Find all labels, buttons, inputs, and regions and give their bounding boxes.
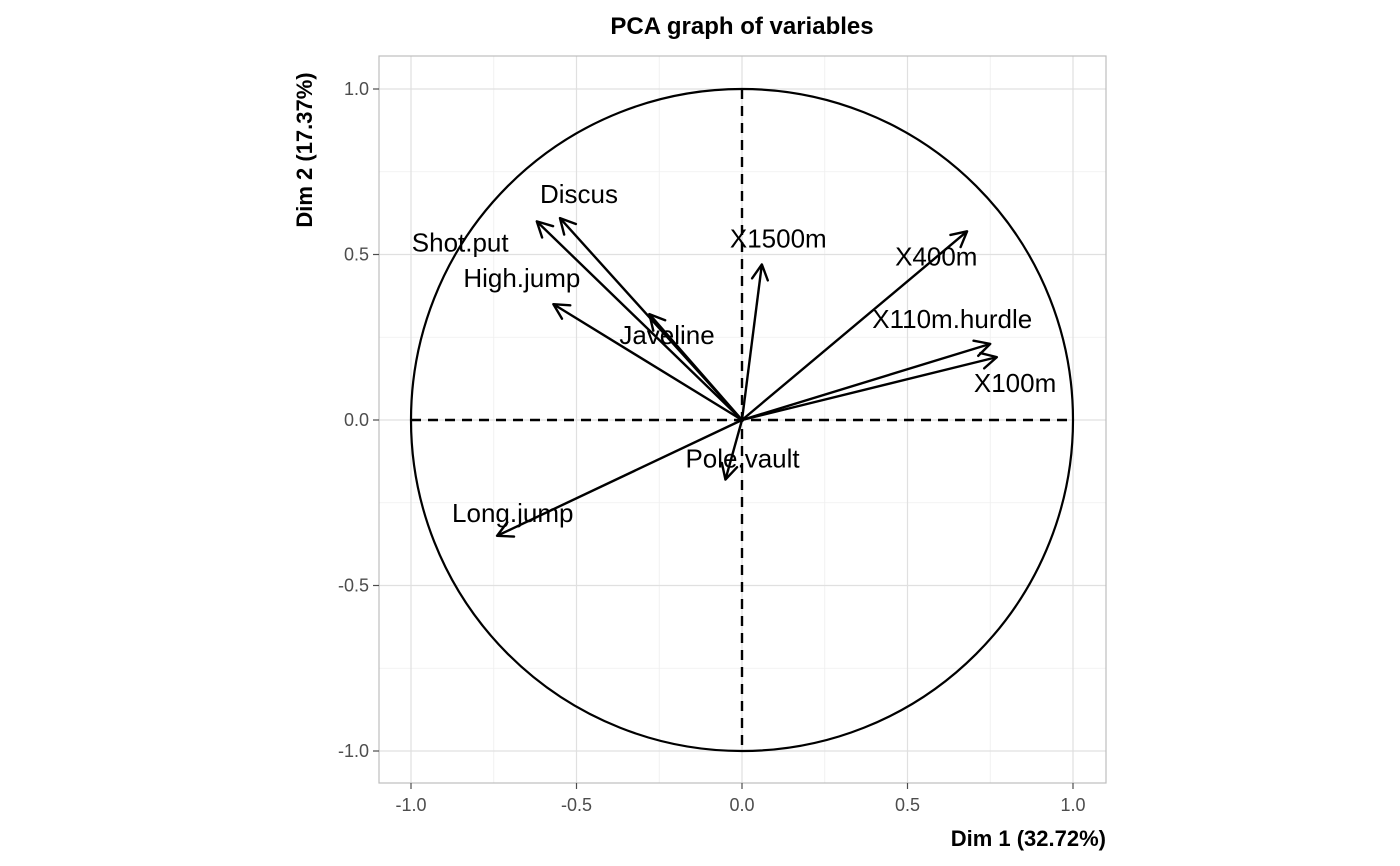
- arrow-x100m: X100m: [741, 351, 1056, 422]
- arrow-shaft: [741, 342, 991, 422]
- y-tick-label: -0.5: [338, 576, 369, 596]
- variable-label-x110m-hurdle: X110m.hurdle: [872, 304, 1032, 334]
- arrow-pole-vault: Pole.vault: [685, 419, 800, 481]
- axis-ticks: -1.0 -0.5 0.0 0.5 1.0 -1.0 -0.5 0.0 0.5 1.0: [338, 79, 1086, 815]
- variable-label-long-jump: Long.jump: [452, 498, 573, 528]
- arrow-head: [648, 312, 667, 332]
- variable-label-x100m: X100m: [974, 368, 1056, 398]
- arrow-shaft: [535, 220, 743, 421]
- arrow-head: [972, 339, 992, 358]
- y-tick-label: 0.0: [344, 410, 369, 430]
- arrow-long-jump: Long.jump: [452, 418, 743, 538]
- chart-title: PCA graph of variables: [610, 13, 873, 40]
- arrow-shaft: [648, 313, 743, 421]
- arrow-head: [495, 521, 516, 538]
- arrow-x400m: X400m: [741, 230, 977, 421]
- plot-marks: X100m Long.jump Shot.put High.jump X400m X110…: [409, 87, 1075, 753]
- variable-label-shot-put: Shot.put: [412, 227, 510, 257]
- arrow-shaft: [496, 418, 743, 537]
- arrow-head: [558, 216, 578, 236]
- arrow-shaft: [741, 355, 998, 422]
- arrow-x1500m: X1500m: [730, 223, 827, 421]
- arrow-javeline: Javeline: [619, 312, 743, 421]
- arrow-head: [720, 461, 739, 481]
- arrow-shaft: [552, 303, 743, 422]
- arrow-head: [750, 263, 769, 282]
- arrow-shaft: [741, 230, 968, 421]
- variable-label-x1500m: X1500m: [730, 223, 827, 253]
- x-tick-label: 1.0: [1060, 795, 1085, 815]
- y-axis-title: Dim 2 (17.37%): [292, 72, 317, 227]
- x-tick-label: -0.5: [561, 795, 592, 815]
- arrow-head: [535, 220, 555, 239]
- arrow-x110m-hurdle: X110m.hurdle: [741, 304, 1032, 422]
- x-tick-label: 0.0: [729, 795, 754, 815]
- variable-label-javeline: Javeline: [619, 320, 714, 350]
- variable-label-pole-vault: Pole.vault: [685, 444, 800, 474]
- y-tick-label: 1.0: [344, 79, 369, 99]
- arrow-shaft: [740, 264, 764, 421]
- y-tick-label: 0.5: [344, 245, 369, 265]
- y-tick-label: -1.0: [338, 741, 369, 761]
- arrow-head: [949, 230, 969, 249]
- arrow-high-jump: High.jump: [463, 263, 743, 422]
- variable-label-x400m: X400m: [895, 241, 977, 271]
- x-tick-label: 0.5: [895, 795, 920, 815]
- variable-label-discus: Discus: [540, 179, 618, 209]
- arrow-head: [552, 302, 572, 320]
- arrow-shaft: [724, 419, 744, 480]
- variable-label-high-jump: High.jump: [463, 263, 580, 293]
- x-axis-title: Dim 1 (32.72%): [951, 826, 1106, 851]
- x-tick-label: -1.0: [395, 795, 426, 815]
- arrow-shot-put: Shot.put: [412, 220, 743, 421]
- arrow-head: [979, 351, 999, 370]
